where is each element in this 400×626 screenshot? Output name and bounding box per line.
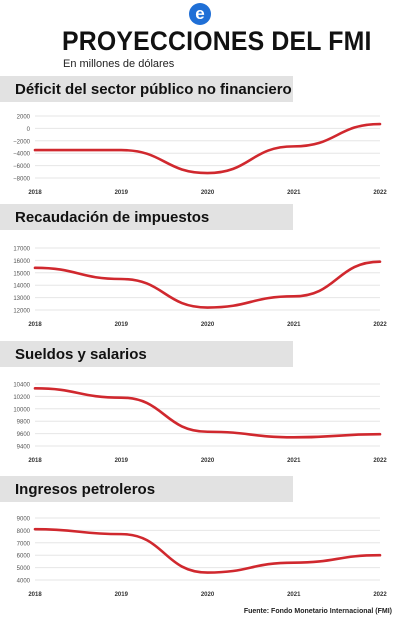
- y-tick-label: 2000: [17, 115, 31, 121]
- y-tick-label: 9800: [17, 420, 31, 426]
- x-tick-label: 2021: [287, 190, 301, 196]
- y-tick-label: 10200: [13, 395, 30, 401]
- y-tick-label: 5000: [17, 566, 31, 572]
- y-tick-label: 15000: [13, 271, 30, 277]
- series-line: [33, 122, 382, 175]
- chart-4-title-band: Ingresos petroleros: [0, 476, 293, 502]
- x-tick-label: 2019: [115, 190, 129, 196]
- y-tick-label: 12000: [13, 309, 30, 315]
- x-tick-label: 2020: [201, 190, 215, 196]
- x-tick-label: 2022: [373, 592, 387, 598]
- brand-logo: e: [189, 3, 211, 25]
- chart-2-title: Recaudación de impuestos: [15, 209, 210, 226]
- y-tick-label: 10400: [13, 383, 30, 389]
- series-line: [33, 260, 382, 309]
- series-line: [33, 527, 382, 574]
- x-tick-label: 2019: [115, 592, 129, 598]
- y-tick-label: 9400: [17, 445, 31, 451]
- y-tick-label: 16000: [13, 259, 30, 265]
- x-tick-label: 2018: [28, 322, 42, 328]
- x-tick-label: 2018: [28, 190, 42, 196]
- y-tick-label: 8000: [17, 529, 31, 535]
- y-tick-label: 0: [27, 127, 31, 133]
- x-tick-label: 2019: [115, 322, 129, 328]
- chart-3-sueldos: 10400 10200 10000 9800 9600 9400 2018 2019 2020 2…: [13, 383, 387, 465]
- chart-4-title: Ingresos petroleros: [15, 481, 156, 498]
- y-tick-label: 13000: [13, 296, 30, 302]
- chart-1-title-band: Déficit del sector público no financiero: [0, 76, 293, 102]
- y-tick-label: 9000: [17, 517, 31, 523]
- y-tick-label: 9600: [17, 432, 31, 438]
- x-tick-label: 2022: [373, 190, 387, 196]
- x-tick-label: 2021: [287, 458, 301, 464]
- y-tick-label: 10000: [13, 407, 30, 413]
- x-tick-label: 2022: [373, 322, 387, 328]
- x-tick-label: 2021: [287, 592, 301, 598]
- x-tick-label: 2021: [287, 322, 301, 328]
- y-tick-label: 6000: [17, 554, 31, 560]
- x-tick-label: 2019: [115, 458, 129, 464]
- x-tick-label: 2020: [201, 322, 215, 328]
- y-tick-label: 17000: [13, 247, 30, 253]
- x-tick-label: 2020: [201, 458, 215, 464]
- y-tick-label: −4000: [13, 152, 31, 158]
- y-tick-label: 7000: [17, 541, 31, 547]
- chart-2-title-band: Recaudación de impuestos: [0, 204, 293, 230]
- page-subtitle: En millones de dólares: [63, 58, 175, 70]
- y-tick-label: −2000: [13, 139, 31, 145]
- source-note: Fuente: Fondo Monetario Internacional (F…: [243, 608, 392, 615]
- chart-1-deficit: 2000 0 −2000 −4000 −6000 −8000 2018 2019 2020 202…: [13, 115, 387, 197]
- y-tick-label: −8000: [13, 177, 31, 183]
- chart-2-recaudacion: 17000 16000 15000 14000 13000 12000 2018 2019 20…: [13, 247, 387, 329]
- chart-3-title: Sueldos y salarios: [15, 346, 147, 363]
- brand-logo-letter: e: [195, 4, 205, 23]
- x-tick-label: 2018: [28, 592, 42, 598]
- x-tick-label: 2022: [373, 458, 387, 464]
- chart-1-title: Déficit del sector público no financiero: [15, 81, 292, 98]
- y-tick-label: 14000: [13, 284, 30, 290]
- chart-4-petroleros: 9000 8000 7000 6000 5000 4000 2018 2019 2020 2021…: [17, 517, 388, 599]
- series-line: [33, 387, 382, 439]
- y-tick-label: 4000: [17, 579, 31, 585]
- chart-3-title-band: Sueldos y salarios: [0, 341, 293, 367]
- x-tick-label: 2020: [201, 592, 215, 598]
- page-title: PROYECCIONES DEL FMI: [62, 26, 372, 56]
- x-tick-label: 2018: [28, 458, 42, 464]
- y-tick-label: −6000: [13, 164, 31, 170]
